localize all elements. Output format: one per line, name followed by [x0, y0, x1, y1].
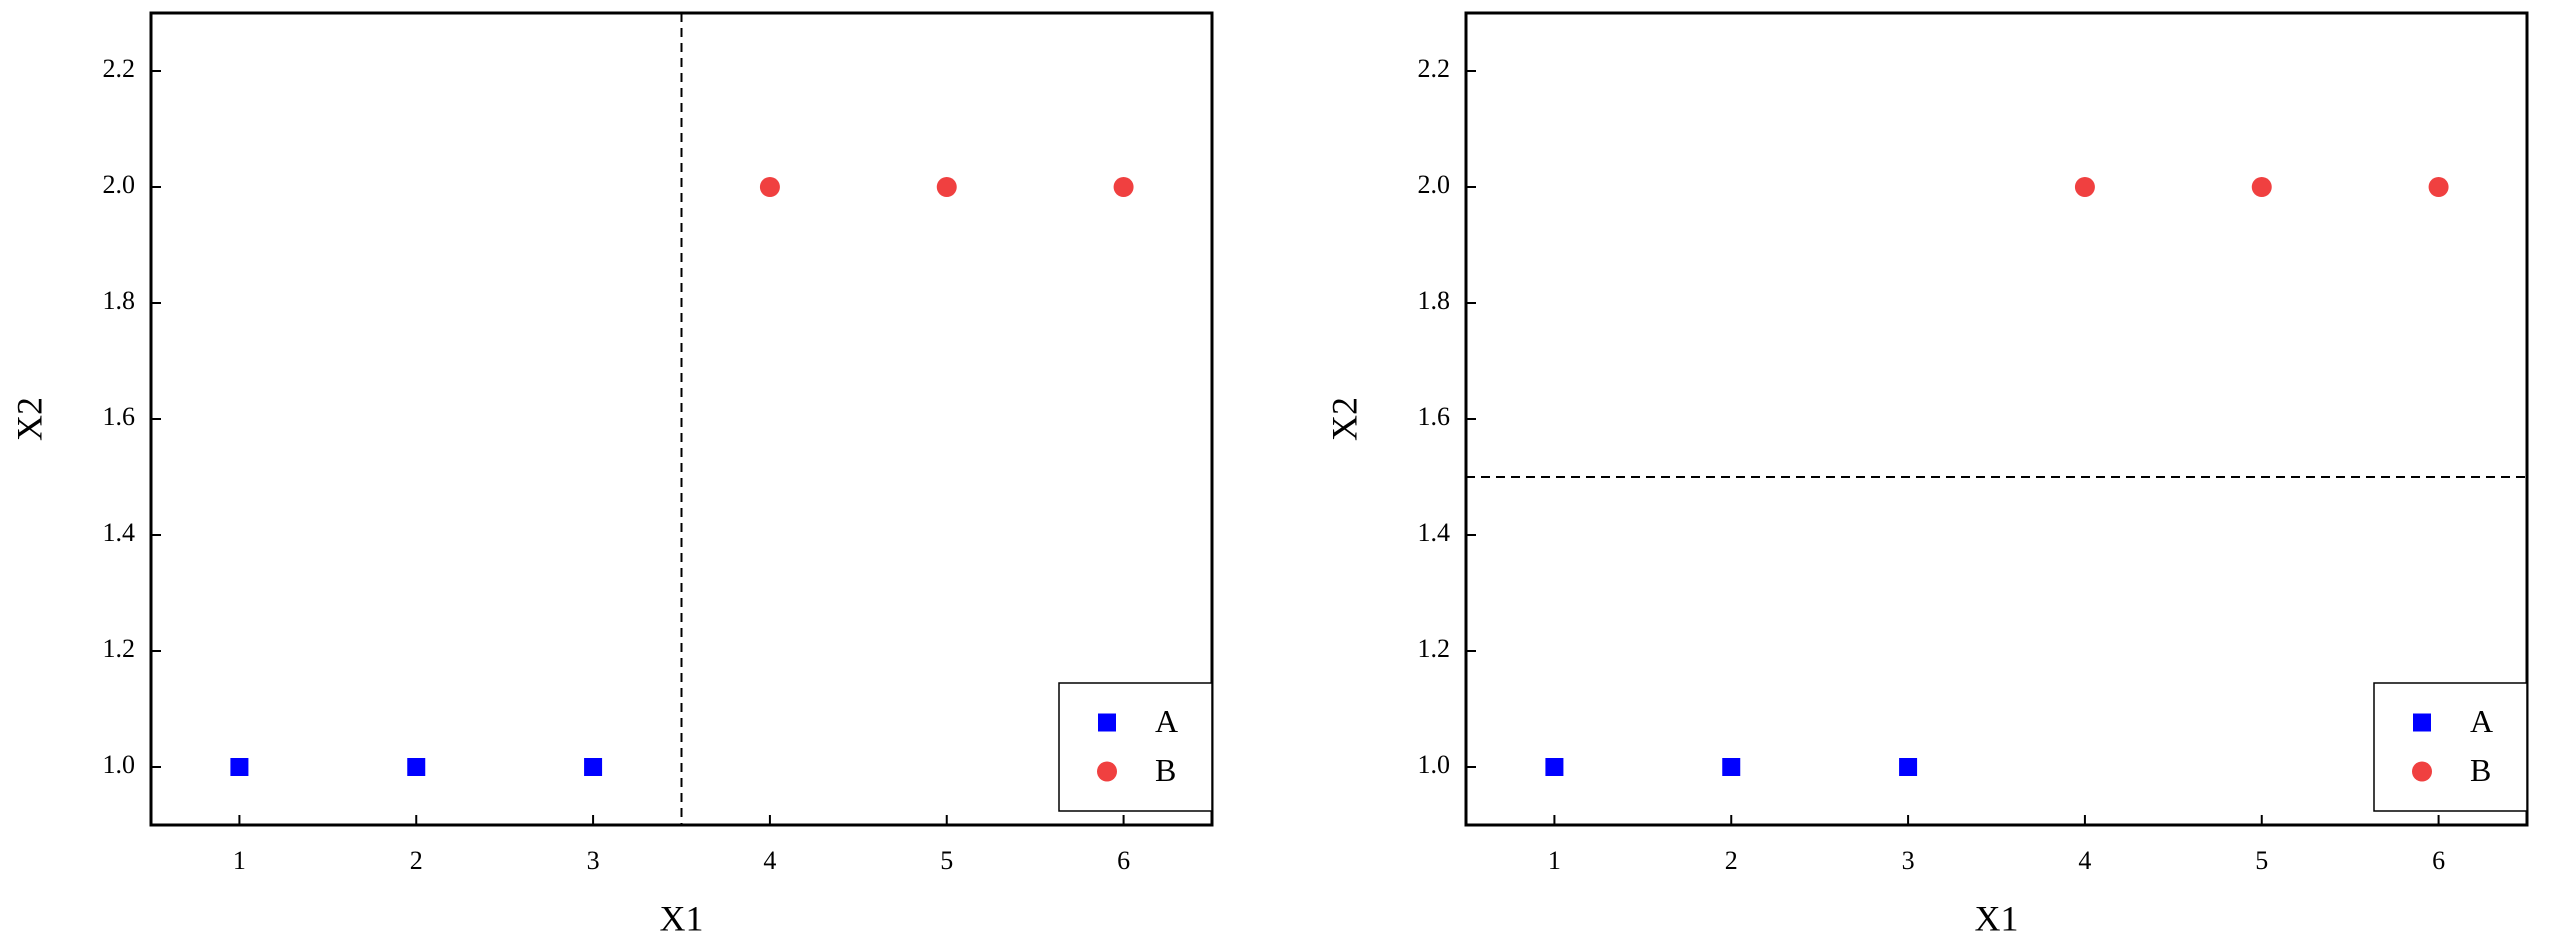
point	[1545, 758, 1564, 776]
point	[936, 177, 957, 197]
y-tick-label: 2.0	[1418, 170, 1451, 199]
y-tick-label: 1.0	[1418, 750, 1451, 779]
x-tick-label: 4	[763, 846, 776, 875]
legend-marker	[2413, 713, 2431, 732]
y-axis-label: X2	[9, 397, 49, 441]
y-tick-label: 1.0	[103, 750, 136, 779]
x-tick-label: 5	[2255, 846, 2268, 875]
x-tick-label: 1	[233, 846, 246, 875]
chart: 1 2 3 4 5 6 1.0 1.2 1.4 1.6 1.8 2.0 2.2 X1 X2 AB	[9, 11, 1214, 938]
point	[1113, 177, 1134, 197]
x-tick-label: 3	[587, 846, 600, 875]
y-tick-label: 2.2	[1418, 54, 1451, 83]
legend-label: B	[2470, 752, 2491, 788]
y-tick-label: 1.8	[1418, 286, 1451, 315]
x-axis-label: X1	[1975, 898, 2019, 938]
y-tick-label: 1.4	[103, 518, 136, 547]
plot-frame	[1464, 11, 2529, 827]
point	[407, 758, 426, 776]
y-tick-label: 1.2	[1418, 634, 1451, 663]
legend-box	[2373, 682, 2528, 812]
point	[2074, 177, 2095, 197]
x-tick-label: 5	[940, 846, 953, 875]
legend-marker	[1098, 713, 1116, 732]
legend-label: B	[1155, 752, 1176, 788]
legend-label: A	[1155, 703, 1178, 739]
y-tick-label: 1.2	[103, 634, 136, 663]
point	[2251, 177, 2272, 197]
y-tick-label: 1.6	[103, 402, 136, 431]
point	[1722, 758, 1741, 776]
x-tick-label: 2	[410, 846, 423, 875]
y-tick-label: 2.2	[103, 54, 136, 83]
chart: 1 2 3 4 5 6 1.0 1.2 1.4 1.6 1.8 2.0 2.2 X1 X2 AB	[1324, 11, 2529, 938]
y-tick-label: 1.8	[103, 286, 136, 315]
y-tick-label: 1.6	[1418, 402, 1451, 431]
x-axis-label: X1	[660, 898, 704, 938]
x-tick-label: 4	[2078, 846, 2091, 875]
legend-marker	[1097, 761, 1117, 782]
y-tick-label: 2.0	[103, 170, 136, 199]
point	[2428, 177, 2449, 197]
x-tick-label: 1	[1548, 846, 1561, 875]
y-axis-label: X2	[1324, 397, 1364, 441]
point	[1899, 758, 1918, 776]
legend-marker	[2412, 761, 2432, 782]
legend-box	[1058, 682, 1213, 812]
x-tick-label: 6	[1117, 846, 1130, 875]
point	[759, 177, 780, 197]
legend-label: A	[2470, 703, 2493, 739]
y-tick-label: 1.4	[1418, 518, 1451, 547]
x-tick-label: 2	[1725, 846, 1738, 875]
x-tick-label: 3	[1902, 846, 1915, 875]
x-tick-label: 6	[2432, 846, 2445, 875]
point	[230, 758, 249, 776]
point	[584, 758, 603, 776]
